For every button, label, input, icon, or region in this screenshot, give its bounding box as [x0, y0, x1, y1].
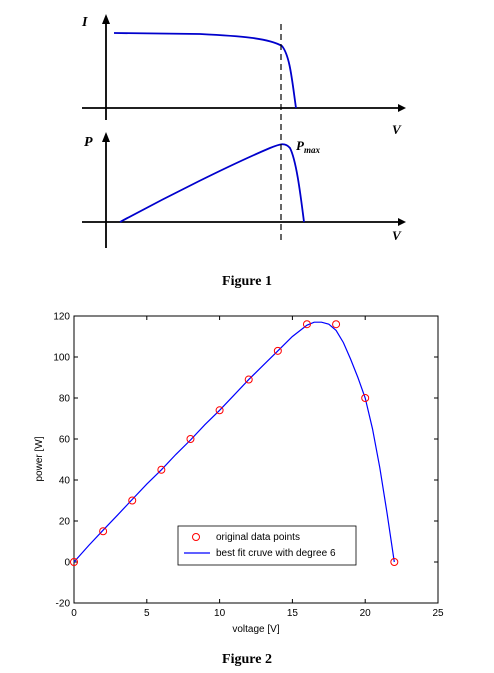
data-point	[302, 320, 311, 329]
x-tick-label: 20	[360, 608, 372, 619]
y-tick-label: 20	[59, 517, 71, 528]
y-tick-label: 120	[53, 312, 70, 323]
legend-label-fit: best fit cruve with degree 6	[216, 548, 336, 559]
data-point	[186, 435, 195, 443]
x-tick-label: 25	[432, 608, 444, 619]
pv-x-label: V	[392, 228, 402, 243]
y-tick-label: -20	[56, 599, 71, 610]
plot-frame	[73, 315, 439, 604]
legend-marker-points	[192, 533, 200, 541]
data-point	[70, 558, 78, 566]
y-tick-label: 0	[64, 558, 70, 569]
x-tick-label: 15	[287, 608, 299, 619]
data-point	[99, 527, 108, 536]
iv-x-label: V	[392, 122, 402, 137]
pv-x-arrow	[398, 218, 406, 226]
x-tick-label: 0	[71, 608, 77, 619]
y-axis-label: power [W]	[34, 436, 45, 481]
data-point	[361, 394, 370, 402]
iv-y-label: I	[81, 15, 88, 30]
iv-diagram: I V	[81, 14, 406, 137]
data-point	[244, 375, 253, 384]
y-tick-label: 60	[59, 435, 71, 446]
pv-curve	[119, 143, 305, 223]
pv-y-arrow	[102, 132, 110, 142]
y-tick-label: 40	[59, 476, 71, 487]
figure2-caption: Figure 2	[222, 652, 272, 667]
pv-diagram: P V Pmax	[82, 132, 406, 248]
legend-box	[177, 525, 357, 566]
data-point	[390, 558, 399, 566]
y-tick-label: 80	[59, 394, 71, 405]
legend: original data points best fit cruve with…	[177, 525, 357, 566]
legend-label-points: original data points	[216, 532, 300, 543]
x-axis-label: voltage [V]	[232, 624, 279, 635]
data-point	[128, 496, 137, 505]
pv-y-label: P	[84, 135, 93, 150]
data-point	[273, 346, 282, 355]
x-tick-label: 5	[144, 608, 150, 619]
pmax-label: Pmax	[296, 138, 320, 155]
data-point	[215, 406, 224, 415]
figure1-caption: Figure 1	[222, 274, 272, 289]
y-tick-label: 100	[53, 353, 70, 364]
iv-x-arrow	[398, 104, 406, 112]
data-point	[157, 465, 166, 474]
data-point	[332, 320, 341, 329]
x-tick-label: 10	[214, 608, 226, 619]
fit-curve	[73, 321, 395, 563]
data-points	[70, 320, 399, 566]
iv-curve	[113, 32, 297, 109]
iv-y-arrow	[102, 14, 110, 24]
